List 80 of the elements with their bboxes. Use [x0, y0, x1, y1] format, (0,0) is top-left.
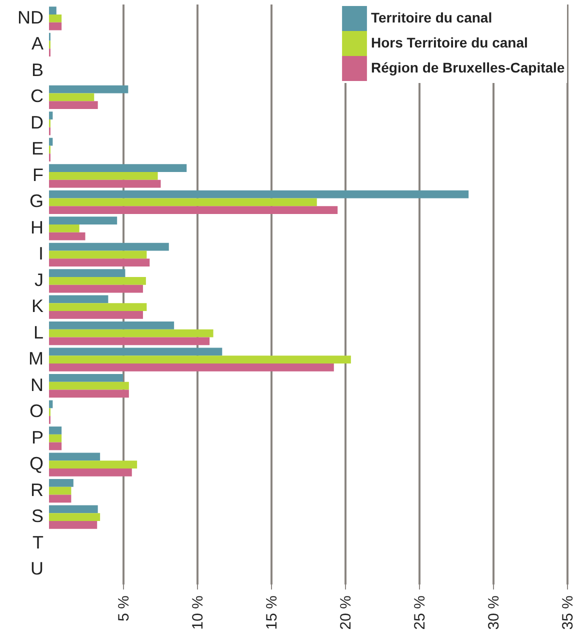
bar [49, 250, 147, 259]
bar [49, 112, 53, 120]
bar [49, 337, 210, 346]
bar [49, 258, 150, 266]
bar [49, 164, 187, 172]
bar [49, 22, 62, 30]
bar [49, 242, 169, 251]
bar [49, 284, 143, 293]
x-tick-label: 15 % [264, 596, 280, 630]
y-tick-label: A [31, 34, 44, 54]
bar [49, 382, 129, 390]
bar [49, 276, 146, 285]
bar [49, 513, 100, 522]
bar [49, 303, 147, 312]
bar [49, 468, 132, 476]
bar [49, 138, 53, 146]
bar [49, 452, 100, 461]
y-tick-label: K [31, 296, 44, 316]
y-tick-label: O [29, 401, 44, 422]
bar [49, 348, 222, 356]
y-tick-label: F [32, 164, 44, 185]
y-tick-label: P [31, 427, 44, 448]
x-tick-label: 25 % [412, 596, 428, 630]
bar [49, 434, 62, 442]
bar [49, 374, 123, 382]
y-tick-label: R [30, 480, 44, 500]
y-tick-label: N [30, 374, 44, 395]
y-tick-label: Q [29, 454, 44, 474]
y-tick-label: D [30, 112, 44, 132]
bar [49, 269, 126, 277]
y-tick-label: J [34, 270, 44, 290]
bar [49, 426, 62, 434]
bar [49, 494, 72, 503]
bar [49, 390, 129, 398]
bar [49, 85, 128, 94]
y-tick-label: H [30, 217, 44, 238]
bar [49, 190, 469, 198]
y-tick-label: T [32, 532, 44, 552]
bar [49, 505, 98, 514]
legend-label: Région de Bruxelles-Capitale [371, 60, 565, 76]
bar [49, 101, 98, 109]
bar [49, 172, 158, 180]
bar [49, 486, 72, 495]
x-tick-label: 20 % [338, 596, 354, 630]
bar [49, 14, 62, 22]
bar [49, 216, 118, 224]
bar [49, 93, 94, 102]
bar [49, 206, 338, 214]
x-tick-label: 30 % [486, 596, 502, 630]
legend-label: Hors Territoire du canal [371, 34, 528, 50]
legend-label: Territoire du canal [371, 10, 492, 26]
y-tick-label: I [38, 244, 44, 264]
y-tick-label: E [31, 138, 44, 159]
x-tick-label: 35 % [560, 596, 576, 630]
bar [49, 329, 214, 338]
bar [49, 521, 98, 529]
bar [49, 356, 351, 364]
bar [49, 180, 161, 188]
x-tick-label: 10 % [190, 596, 206, 630]
y-tick-label: S [31, 506, 44, 526]
bar [49, 6, 56, 14]
bar [49, 364, 334, 372]
bar [49, 442, 62, 450]
bar [49, 198, 317, 206]
bar [49, 460, 138, 469]
y-tick-label: ND [18, 7, 44, 28]
bar [49, 400, 53, 408]
bar [49, 479, 74, 487]
x-tick-label: 5 % [116, 596, 132, 622]
y-tick-label: B [31, 60, 44, 80]
y-tick-label: C [30, 86, 44, 106]
bar [49, 232, 86, 240]
bar [49, 322, 174, 330]
y-tick-label: U [30, 558, 44, 579]
y-tick-label: L [33, 322, 44, 342]
y-tick-label: M [28, 348, 44, 369]
bar [49, 295, 108, 304]
y-tick-label: G [29, 191, 44, 212]
bar [49, 224, 80, 232]
bar [49, 311, 143, 319]
